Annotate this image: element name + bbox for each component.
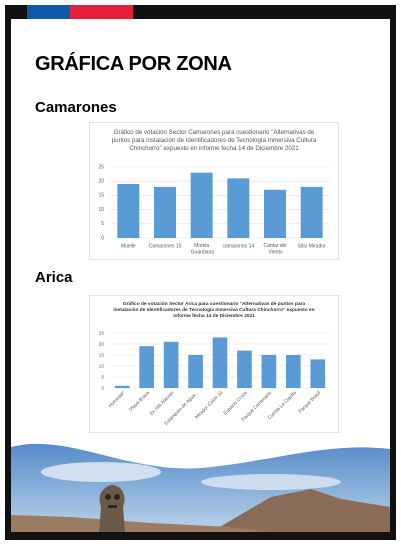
y-tick-label: 5 [101, 374, 104, 380]
y-tick-label: 20 [98, 179, 104, 185]
page-frame: GRÁFICA POR ZONA Camarones Gráfico de vo… [5, 5, 396, 540]
x-tick-label: Humedal* [107, 390, 126, 409]
bar [262, 355, 277, 388]
bar [164, 342, 179, 388]
y-tick-label: 10 [98, 207, 104, 213]
bar [139, 346, 154, 388]
x-tick-label: Ex Isla Alacrán [149, 390, 176, 417]
x-tick-label: Cantar del Viento [263, 243, 286, 256]
x-tick-label: Sitio Mirador [298, 243, 326, 249]
x-tick-label: Parque Brasil [297, 390, 322, 415]
y-tick-label: 0 [101, 235, 104, 241]
sheet: GRÁFICA POR ZONA Camarones Gráfico de vo… [11, 19, 390, 532]
bar [310, 359, 325, 388]
y-tick-label: 25 [99, 330, 105, 336]
flag-red [70, 5, 133, 19]
bar [227, 178, 249, 238]
bar [115, 386, 130, 388]
x-tick-label: Playa Brava [128, 390, 151, 413]
x-tick-label: Muelle [121, 243, 136, 249]
y-tick-label: 20 [99, 341, 105, 347]
page-title: GRÁFICA POR ZONA [35, 53, 232, 76]
bar [191, 173, 213, 238]
y-tick-label: 5 [101, 221, 104, 227]
chart-box: Gráfico de votación Sector Arica para cu… [89, 295, 339, 433]
x-tick-label: Momia Guardiana [189, 243, 214, 256]
section-heading: Arica [35, 269, 73, 286]
bar [154, 187, 176, 238]
x-tick-label: camarones 14 [222, 243, 254, 249]
bar [264, 190, 286, 238]
landscape-photo [11, 437, 390, 532]
x-tick-label: Espacio Cruce [222, 390, 249, 417]
chart-plot: 0 5 10 15 20 25 Muelle Camarones 15 Momia Guardi… [90, 123, 338, 259]
bar [188, 355, 203, 388]
y-tick-label: 15 [98, 193, 104, 199]
flag-blue [27, 5, 70, 19]
x-tick-label: Camarones 15 [149, 243, 182, 249]
bar [213, 337, 228, 388]
section-heading: Camarones [35, 99, 117, 116]
bar [237, 351, 252, 388]
chart-box: Gráfico de votación Sector Camarones par… [89, 122, 339, 260]
y-tick-label: 25 [98, 164, 104, 170]
bar [117, 184, 139, 238]
y-tick-label: 0 [101, 385, 104, 391]
bar [286, 355, 301, 388]
bar [301, 187, 323, 238]
y-tick-label: 15 [99, 352, 105, 358]
y-tick-label: 10 [99, 363, 105, 369]
